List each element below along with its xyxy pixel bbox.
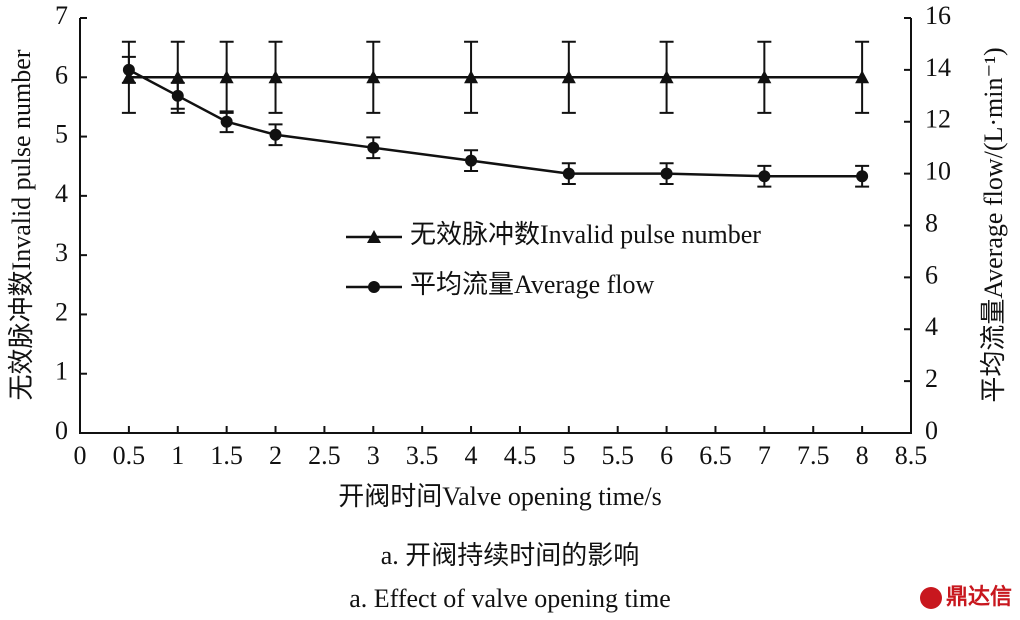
- marker: [220, 115, 233, 128]
- y-tick-label: 1: [55, 357, 68, 386]
- marker: [367, 141, 380, 154]
- x-tick-label: 1.5: [210, 441, 243, 470]
- marker: [122, 63, 135, 76]
- marker: [561, 70, 576, 84]
- marker: [464, 70, 479, 84]
- marker: [757, 70, 772, 84]
- marker: [171, 89, 184, 102]
- x-tick-label: 6.5: [699, 441, 732, 470]
- x-tick-label: 1: [171, 441, 184, 470]
- marker: [562, 167, 575, 180]
- y2-tick-label: 12: [925, 105, 951, 134]
- marker: [758, 170, 771, 183]
- caption-en: a. Effect of valve opening time: [349, 584, 671, 613]
- x-tick-label: 7.5: [797, 441, 830, 470]
- x-tick-label: 6: [660, 441, 673, 470]
- x-tick-label: 2: [269, 441, 282, 470]
- marker: [268, 70, 283, 84]
- y2-axis-label: 平均流量Average flow/(L·min⁻¹): [979, 47, 1008, 402]
- watermark: 鼎达信: [946, 584, 1012, 610]
- x-axis-label: 开阀时间Valve opening time/s: [338, 482, 662, 511]
- x-tick-label: 4.5: [504, 441, 537, 470]
- y2-tick-label: 4: [925, 312, 938, 341]
- marker: [855, 70, 870, 84]
- y-tick-label: 7: [55, 1, 68, 30]
- y2-tick-label: 2: [925, 364, 938, 393]
- y2-tick-label: 6: [925, 260, 938, 289]
- marker: [465, 154, 478, 167]
- y-tick-label: 2: [55, 297, 68, 326]
- x-tick-label: 0.5: [113, 441, 146, 470]
- y-tick-label: 0: [55, 416, 68, 445]
- marker: [660, 167, 673, 180]
- x-tick-label: 4: [465, 441, 478, 470]
- x-tick-label: 5.5: [601, 441, 634, 470]
- legend-marker: [368, 281, 380, 293]
- caption-cn: a. 开阀持续时间的影响: [381, 541, 640, 570]
- marker: [219, 70, 234, 84]
- legend-label: 平均流量Average flow: [410, 270, 655, 299]
- marker: [170, 70, 185, 84]
- x-tick-label: 3.5: [406, 441, 439, 470]
- y2-tick-label: 16: [925, 1, 951, 30]
- series-line: [128, 68, 863, 178]
- marker: [659, 70, 674, 84]
- y2-tick-label: 8: [925, 208, 938, 237]
- x-tick-label: 0: [74, 441, 87, 470]
- y-tick-label: 4: [55, 179, 68, 208]
- marker: [366, 70, 381, 84]
- x-tick-label: 2.5: [308, 441, 341, 470]
- x-tick-label: 5: [562, 441, 575, 470]
- marker: [269, 128, 282, 141]
- y-axis-label: 无效脉冲数Invalid pulse number: [7, 49, 36, 400]
- x-tick-label: 8.5: [895, 441, 928, 470]
- legend-label: 无效脉冲数Invalid pulse number: [410, 220, 761, 249]
- y2-tick-label: 10: [925, 157, 951, 186]
- y-tick-label: 6: [55, 60, 68, 89]
- y2-tick-label: 0: [925, 416, 938, 445]
- x-tick-label: 3: [367, 441, 380, 470]
- y-tick-label: 3: [55, 238, 68, 267]
- legend-marker: [367, 230, 381, 243]
- y-tick-label: 5: [55, 120, 68, 149]
- x-tick-label: 8: [856, 441, 869, 470]
- y2-tick-label: 14: [925, 53, 951, 82]
- x-tick-label: 7: [758, 441, 771, 470]
- watermark-logo: [920, 587, 942, 609]
- marker: [856, 170, 869, 183]
